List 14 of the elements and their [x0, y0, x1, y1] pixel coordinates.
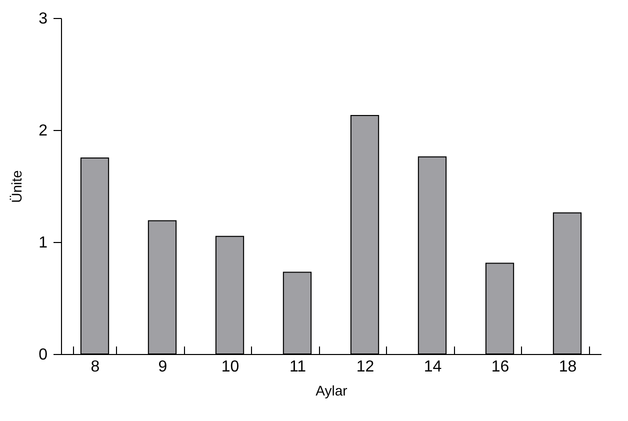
x-tick-label: 14	[424, 358, 442, 376]
x-tick-label: 8	[90, 358, 100, 376]
y-tick-label: 1	[38, 234, 48, 252]
x-tick-label: 18	[558, 358, 577, 376]
y-tick-label: 2	[38, 122, 48, 140]
x-tick-label: 12	[356, 358, 374, 376]
y-tick-label: 0	[38, 346, 48, 364]
x-tick-label: 11	[289, 358, 306, 376]
x-axis-title: Aylar	[316, 382, 348, 398]
y-axis-title: Ünite	[8, 170, 25, 203]
x-tick-label: 9	[158, 358, 168, 376]
x-tick-label: 10	[221, 358, 240, 376]
x-tick-label: 16	[491, 358, 510, 376]
y-tick-label: 3	[38, 10, 48, 28]
